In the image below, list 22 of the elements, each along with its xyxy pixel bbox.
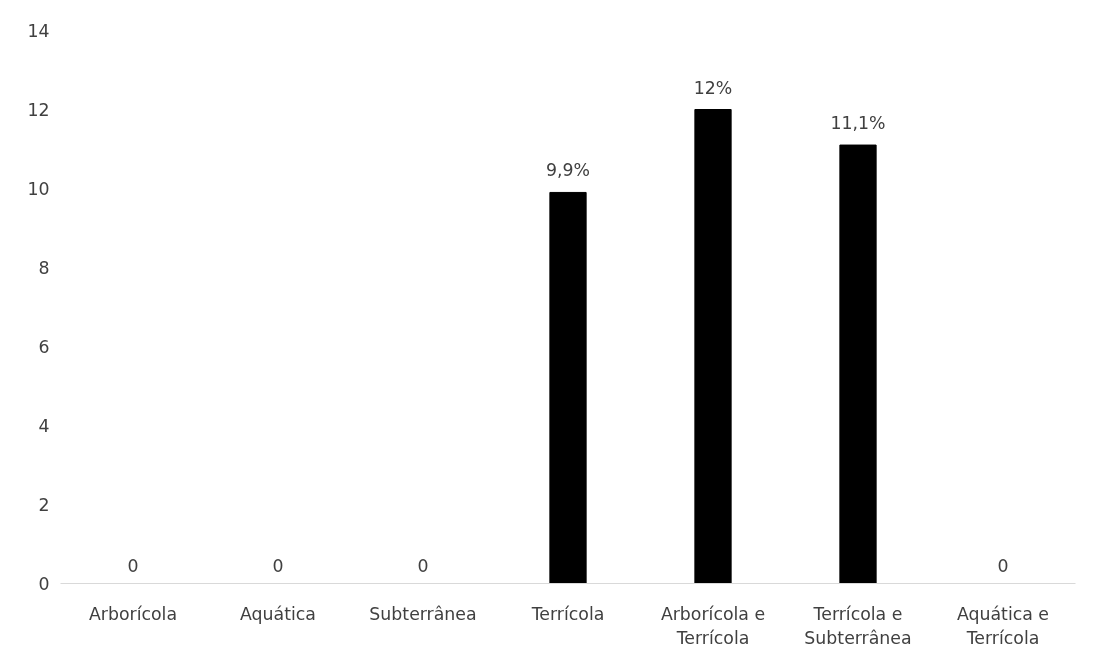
y-tick-label: 14	[27, 21, 50, 41]
y-tick-label: 12	[27, 100, 50, 120]
y-tick-label: 0	[38, 574, 50, 594]
data-label: 0	[272, 555, 284, 576]
y-tick-label: 2	[38, 495, 50, 515]
y-tick-label: 6	[38, 337, 50, 357]
x-tick-label: Arborícola e Terrícola	[660, 603, 766, 648]
data-label: 0	[997, 555, 1009, 576]
data-label: 12%	[693, 77, 733, 98]
x-tick-label: Aquática	[240, 603, 316, 624]
y-tick-label: 8	[38, 258, 50, 278]
data-label: 9,9%	[545, 160, 591, 181]
x-tick-label: Subterrânea	[369, 603, 477, 624]
y-tick-label: 4	[38, 416, 50, 436]
data-label: 0	[417, 555, 429, 576]
x-tick-label: Terrícola e Subterrânea	[804, 603, 912, 648]
data-label: 0	[127, 555, 139, 576]
x-tick-label: Arborícola	[88, 603, 178, 624]
data-label: 11,1%	[830, 113, 886, 134]
y-tick-label: 10	[27, 179, 50, 199]
x-tick-label: Terrícola	[530, 603, 605, 624]
x-tick-label: Aquática e Terrícola	[956, 603, 1050, 648]
